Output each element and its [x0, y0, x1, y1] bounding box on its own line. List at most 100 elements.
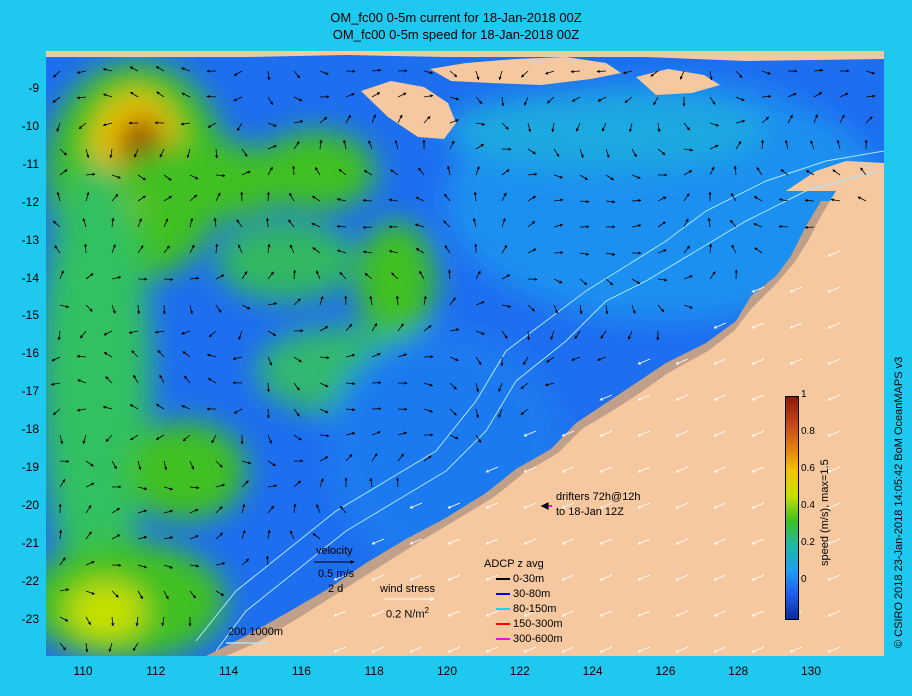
current-arrow [52, 408, 61, 416]
current-arrow [657, 196, 667, 202]
wind-arrow [561, 646, 575, 653]
wind-arrow [409, 538, 423, 545]
current-arrow [810, 140, 815, 150]
current-arrow [362, 198, 373, 203]
current-arrow [289, 244, 295, 254]
current-arrow [830, 198, 841, 202]
current-arrow [395, 477, 400, 488]
current-arrow [56, 122, 61, 133]
current-arrow [498, 382, 503, 392]
current-arrow [683, 148, 694, 152]
current-arrow [129, 66, 139, 72]
current-arrow [53, 70, 61, 78]
wind-arrow [409, 610, 423, 617]
current-arrow [59, 479, 66, 488]
current-arrow [761, 70, 771, 75]
colorbar-tick-label: 0.8 [801, 426, 815, 437]
current-arrow [475, 270, 481, 280]
current-arrow [550, 330, 555, 340]
current-arrow [265, 217, 270, 228]
wind-arrow [637, 394, 651, 401]
current-arrow [241, 170, 251, 176]
current-arrow [339, 271, 347, 280]
y-tick-label: -14 [21, 270, 39, 285]
wind-arrow [751, 358, 765, 365]
current-arrow [501, 330, 508, 339]
current-arrow [449, 434, 459, 440]
colorbar-tick-label: 1 [801, 389, 807, 400]
current-arrow [444, 193, 451, 202]
current-arrow [109, 148, 113, 159]
current-arrow [85, 460, 94, 467]
current-arrow [137, 509, 148, 514]
wind-arrow [599, 502, 613, 509]
current-arrow [159, 148, 165, 158]
current-arrow [293, 480, 302, 488]
wind-arrow [447, 538, 461, 545]
adcp-legend-label: 0-30m [513, 573, 545, 585]
y-tick-label: -11 [22, 156, 39, 171]
current-arrow [267, 70, 271, 81]
current-arrow [709, 144, 719, 150]
wind-arrow [523, 610, 537, 617]
current-arrow [238, 330, 243, 340]
current-arrow [631, 174, 641, 179]
current-arrow [316, 270, 321, 280]
wind-arrow [751, 646, 765, 653]
current-arrow [520, 408, 529, 415]
current-arrow [418, 167, 425, 176]
y-tick-label: -18 [21, 422, 39, 437]
colorbar-tick-label: 0.4 [801, 500, 815, 511]
current-arrow [731, 244, 737, 254]
current-arrow [293, 382, 300, 391]
wind-arrow [447, 502, 461, 509]
current-arrow [189, 564, 200, 568]
current-arrow [267, 505, 275, 514]
adcp-legend-item: 30-80m [496, 588, 550, 600]
x-tick-label: 124 [582, 664, 603, 678]
wind-arrow [751, 574, 765, 581]
current-arrow [391, 272, 399, 280]
current-arrow [319, 456, 329, 462]
current-arrow [133, 374, 139, 384]
current-arrow [111, 460, 117, 470]
current-arrow [780, 169, 789, 176]
current-arrow [761, 94, 772, 99]
current-arrow [423, 408, 434, 413]
current-arrow [415, 196, 425, 202]
wind-arrow [789, 322, 803, 329]
current-arrow [111, 507, 121, 514]
wind-arrow [713, 466, 727, 473]
current-arrow [189, 486, 200, 490]
current-arrow [371, 114, 376, 124]
current-arrow [181, 67, 191, 72]
wind-arrow [713, 646, 727, 653]
current-arrow [345, 408, 356, 412]
current-arrow [839, 114, 845, 124]
wind-arrow [333, 610, 347, 617]
current-arrow [137, 195, 146, 202]
current-arrow [267, 166, 273, 176]
adcp-legend-label: 30-80m [513, 588, 551, 600]
current-arrow [553, 148, 560, 157]
wind-arrow [523, 430, 537, 437]
current-arrow [111, 174, 122, 179]
current-arrow [85, 642, 89, 653]
current-arrow [319, 139, 323, 150]
wind-arrow [485, 538, 499, 545]
wind-arrow [827, 430, 841, 437]
current-arrow [443, 220, 451, 228]
wind-arrow [675, 430, 689, 437]
current-arrow [553, 174, 564, 179]
current-arrow [319, 295, 324, 306]
current-arrow [576, 122, 581, 132]
current-arrow [475, 122, 486, 126]
wind-legend-scale: 0.2 N/m2 [386, 606, 429, 621]
current-arrow [733, 165, 737, 176]
current-arrow [760, 139, 765, 150]
current-arrow [266, 408, 270, 419]
wind-arrow [447, 646, 461, 653]
current-arrow [388, 198, 399, 202]
current-arrow [423, 70, 434, 75]
current-arrow [624, 96, 633, 103]
